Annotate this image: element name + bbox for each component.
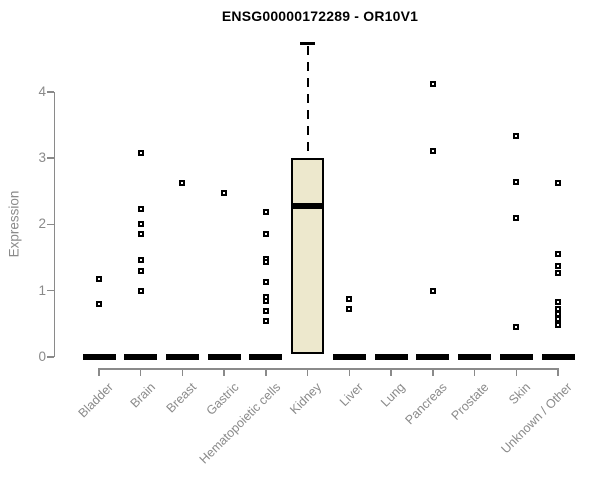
outlier-point [137, 231, 144, 238]
y-axis-line [53, 91, 55, 357]
outlier-point [513, 178, 520, 185]
outlier-point [555, 269, 561, 276]
outlier-point [346, 305, 353, 312]
outlier-point [137, 287, 144, 294]
x-axis-tick [432, 369, 434, 376]
median-line [207, 354, 241, 360]
outlier-point [346, 295, 353, 302]
outlier-point [262, 317, 269, 324]
median-line [458, 354, 492, 360]
outlier-point [262, 209, 269, 216]
x-axis-tick [139, 369, 142, 376]
median-line [416, 354, 450, 360]
outlier-point [513, 132, 520, 139]
outlier-point [262, 279, 269, 286]
outlier-point [555, 251, 561, 258]
y-tick-label: 1 [38, 282, 46, 298]
chart-title: ENSG00000172289 - OR10V1 [221, 8, 419, 24]
outlier-point [262, 297, 269, 304]
x-axis-tick [306, 369, 309, 376]
outlier-point [429, 287, 436, 294]
y-axis-tick [47, 223, 54, 226]
x-axis-tick [390, 369, 392, 376]
outlier-point [555, 305, 561, 312]
y-tick-label: 4 [38, 83, 46, 99]
outlier-point [221, 190, 228, 197]
y-tick-label: 2 [38, 216, 46, 232]
y-axis-tick [47, 91, 54, 93]
outlier-point [555, 310, 561, 317]
outlier-point [555, 179, 561, 186]
outlier-point [429, 80, 436, 87]
whisker-cap [300, 42, 316, 45]
outlier-point [137, 221, 144, 228]
x-tick-label: Skin [506, 380, 534, 408]
median-line [499, 354, 533, 360]
y-axis-tick [47, 157, 54, 159]
outlier-point [262, 231, 269, 238]
x-tick-label: Kidney [287, 380, 325, 417]
median-line [332, 354, 366, 360]
outlier-point [137, 206, 144, 213]
x-tick-label: Pancreas [402, 380, 450, 428]
x-tick-label: Prostate [448, 380, 492, 423]
median-line [249, 354, 283, 360]
outlier-point [555, 316, 561, 323]
outlier-point [96, 300, 102, 307]
median-line [82, 354, 116, 360]
x-axis-tick [348, 369, 351, 376]
x-axis-tick [181, 369, 184, 376]
outlier-point [555, 262, 561, 269]
outlier-point [555, 298, 561, 305]
whisker-line [306, 46, 309, 158]
y-tick-label: 3 [38, 150, 46, 166]
outlier-point [513, 215, 520, 222]
x-axis-line [98, 368, 559, 370]
x-tick-label: Brain [127, 380, 158, 411]
x-axis-tick [98, 369, 100, 376]
outlier-point [429, 147, 436, 154]
y-axis-tick [47, 356, 54, 358]
x-tick-label: Bladder [75, 380, 116, 421]
median-line [124, 354, 158, 360]
x-tick-label: Lung [378, 380, 408, 410]
median-line [541, 354, 575, 360]
x-tick-label: Hematopoietic cells [196, 380, 283, 467]
outlier-point [262, 307, 269, 314]
x-axis-tick [473, 369, 476, 376]
outlier-point [137, 150, 144, 157]
box-body [291, 158, 325, 354]
x-axis-tick [223, 369, 225, 376]
x-axis-tick [265, 369, 267, 376]
median-line [291, 203, 325, 209]
y-tick-label: 0 [38, 349, 46, 364]
y-axis-tick [47, 289, 54, 292]
median-line [165, 354, 199, 360]
x-axis-tick [515, 369, 518, 376]
outlier-point [137, 267, 144, 274]
x-tick-label: Liver [337, 380, 367, 410]
outlier-point [513, 324, 520, 331]
outlier-point [555, 321, 561, 328]
x-tick-label: Breast [163, 380, 200, 416]
outlier-point [179, 180, 186, 187]
x-axis-tick [557, 369, 559, 376]
outlier-point [137, 257, 144, 264]
x-tick-label: Gastric [203, 380, 242, 418]
median-line [374, 354, 408, 360]
outlier-point [262, 259, 269, 266]
outlier-point [96, 275, 102, 282]
